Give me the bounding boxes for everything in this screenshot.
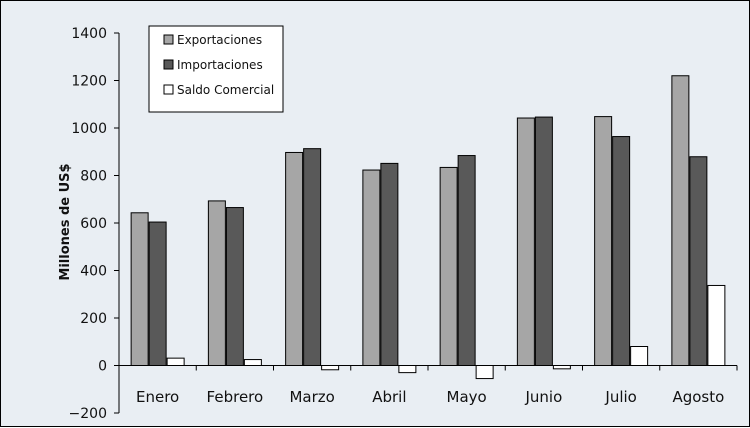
y-tick-label: 200	[80, 311, 107, 327]
bar	[594, 116, 613, 366]
bar	[457, 155, 476, 366]
bar	[689, 156, 708, 366]
bar	[552, 365, 571, 370]
bar	[225, 207, 244, 366]
legend-swatch	[163, 59, 174, 70]
bar	[130, 212, 149, 366]
x-tick-label: Junio	[524, 388, 562, 406]
bar	[398, 365, 417, 374]
y-tick-label: 1200	[71, 74, 107, 90]
bar	[612, 136, 631, 366]
y-tick-label: 400	[80, 264, 107, 280]
bar	[207, 200, 226, 366]
y-tick-label: 0	[98, 359, 107, 375]
x-tick-label: Marzo	[289, 388, 334, 406]
bar	[380, 162, 399, 366]
legend-label: Exportaciones	[177, 33, 262, 47]
bar	[516, 117, 535, 367]
bar	[475, 365, 494, 380]
bar	[707, 284, 726, 366]
bar	[630, 346, 649, 366]
y-tick-label: 800	[80, 169, 107, 185]
legend-label: Saldo Comercial	[177, 83, 274, 97]
bar	[243, 359, 262, 366]
legend: Exportaciones Importaciones Saldo Comercia…	[148, 25, 284, 113]
y-tick-label: −200	[69, 406, 107, 422]
y-tick-label: 1400	[71, 26, 107, 42]
legend-swatch	[163, 84, 174, 95]
legend-label: Importaciones	[177, 58, 263, 72]
bar	[362, 169, 381, 366]
y-tick-label: 1000	[71, 121, 107, 137]
x-tick-label: Enero	[136, 388, 179, 406]
y-tick-label: 600	[80, 216, 107, 232]
x-tick-label: Febrero	[207, 388, 264, 406]
bar	[321, 365, 340, 371]
bar	[148, 221, 167, 366]
bar	[303, 148, 322, 366]
x-tick-label: Agosto	[672, 388, 724, 406]
bar	[285, 151, 304, 366]
x-tick-label: Julio	[604, 388, 636, 406]
legend-swatch	[163, 34, 174, 45]
x-tick-label: Mayo	[447, 388, 487, 406]
bar	[166, 357, 185, 367]
bar	[534, 116, 553, 366]
bar	[671, 75, 690, 366]
bar	[439, 166, 458, 366]
x-tick-label: Abril	[372, 388, 406, 406]
y-axis-label: Millones de US$	[58, 163, 73, 280]
